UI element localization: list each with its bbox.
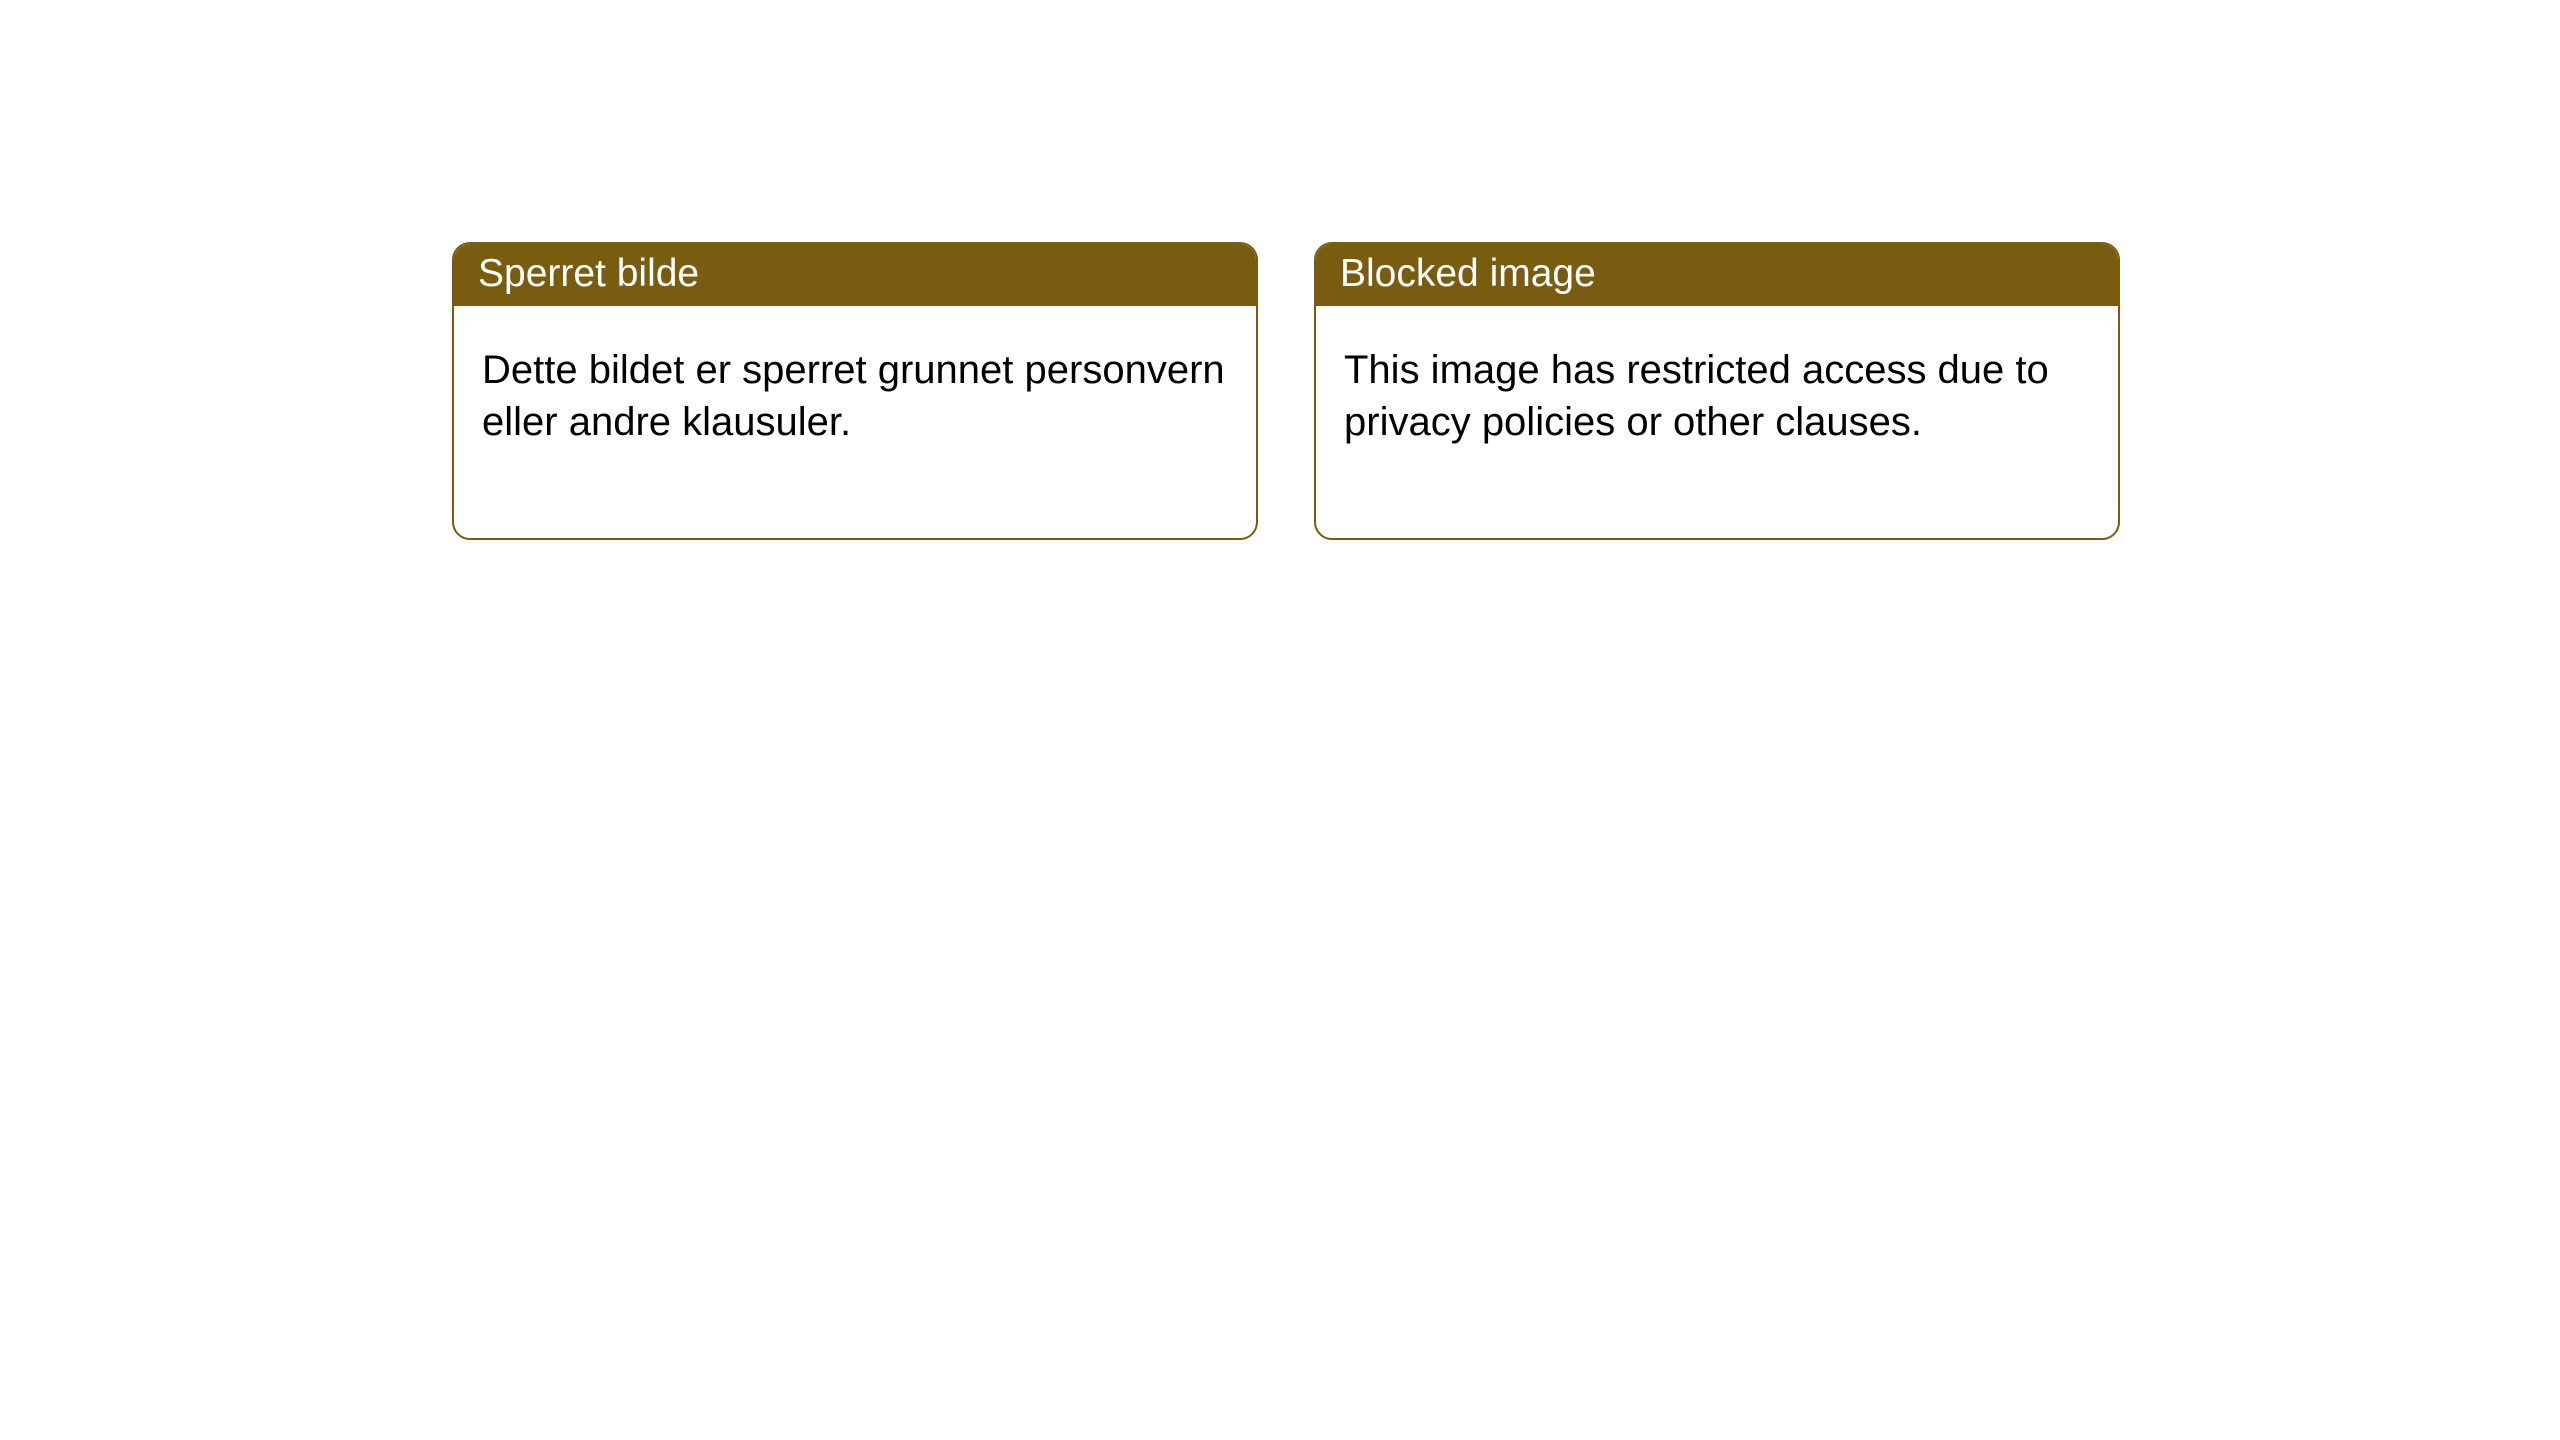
card-body-text: Dette bildet er sperret grunnet personve… bbox=[454, 306, 1256, 538]
blocked-image-card-en: Blocked image This image has restricted … bbox=[1314, 242, 2120, 540]
card-header: Sperret bilde bbox=[454, 244, 1256, 306]
card-body-text: This image has restricted access due to … bbox=[1316, 306, 2118, 538]
notice-container: Sperret bilde Dette bildet er sperret gr… bbox=[0, 0, 2560, 540]
blocked-image-card-no: Sperret bilde Dette bildet er sperret gr… bbox=[452, 242, 1258, 540]
card-header: Blocked image bbox=[1316, 244, 2118, 306]
